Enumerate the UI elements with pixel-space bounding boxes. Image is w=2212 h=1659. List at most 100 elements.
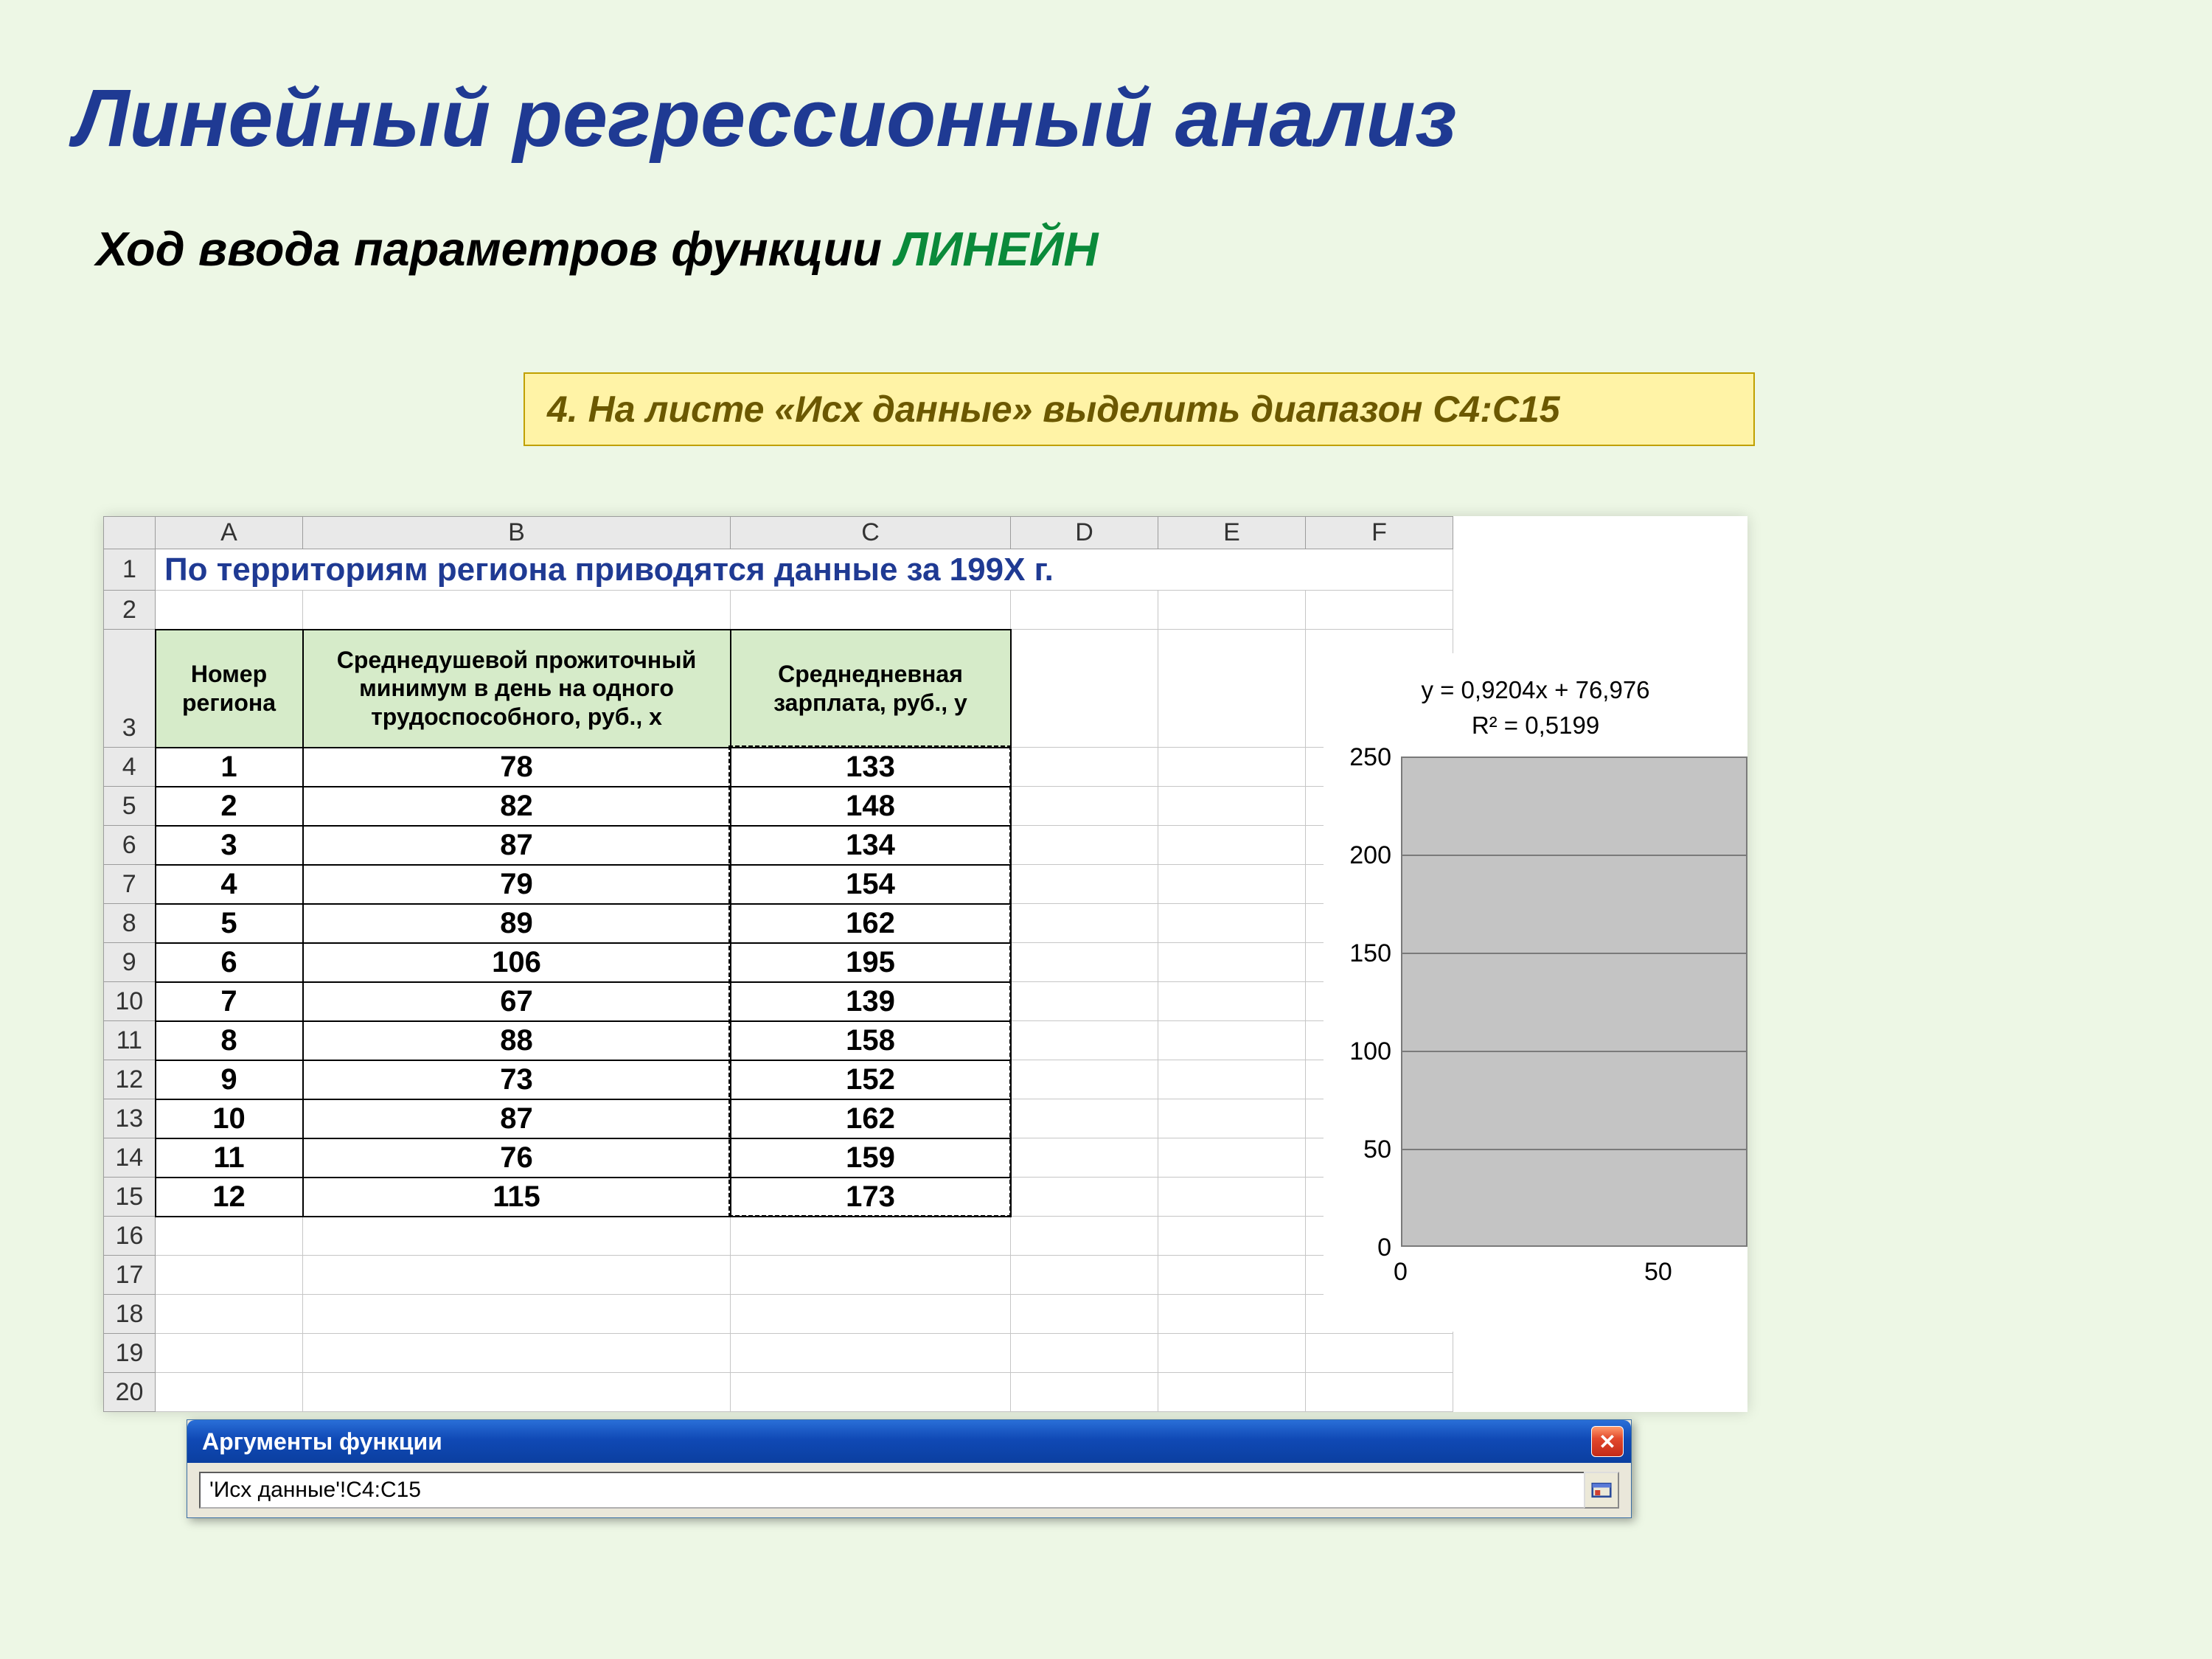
cell-empty-17-0[interactable] <box>156 1256 303 1295</box>
cell-B14[interactable]: 76 <box>303 1138 731 1178</box>
cell-E11[interactable] <box>1158 1021 1306 1060</box>
range-input[interactable]: 'Исх данные'!C4:C15 <box>199 1472 1585 1509</box>
cell-B10[interactable]: 67 <box>303 982 731 1021</box>
header-daily-wage[interactable]: Среднедневная зарплата, руб., y <box>731 630 1011 748</box>
cell-A11[interactable]: 8 <box>156 1021 303 1060</box>
cell-blank[interactable] <box>1011 630 1158 748</box>
cell-A15[interactable]: 12 <box>156 1178 303 1217</box>
cell-empty-20-2[interactable] <box>731 1373 1011 1412</box>
cell-B8[interactable]: 89 <box>303 904 731 943</box>
row-header-8[interactable]: 8 <box>104 904 156 943</box>
cell-D14[interactable] <box>1011 1138 1158 1178</box>
cell-empty-19-0[interactable] <box>156 1334 303 1373</box>
spreadsheet-grid[interactable]: ABCDEF1По территориям региона приводятся… <box>103 516 1453 1412</box>
cell-empty-20-5[interactable] <box>1306 1373 1453 1412</box>
cell-empty-20-1[interactable] <box>303 1373 731 1412</box>
row-header-5[interactable]: 5 <box>104 787 156 826</box>
cell-empty-20-3[interactable] <box>1011 1373 1158 1412</box>
cell-blank[interactable] <box>1158 591 1306 630</box>
cell-blank[interactable] <box>1011 591 1158 630</box>
row-header-10[interactable]: 10 <box>104 982 156 1021</box>
cell-C14[interactable]: 159 <box>731 1138 1011 1178</box>
cell-empty-16-4[interactable] <box>1158 1217 1306 1256</box>
cell-D13[interactable] <box>1011 1099 1158 1138</box>
cell-E9[interactable] <box>1158 943 1306 982</box>
cell-B7[interactable]: 79 <box>303 865 731 904</box>
cell-D15[interactable] <box>1011 1178 1158 1217</box>
cell-blank[interactable] <box>156 591 303 630</box>
col-header-A[interactable]: A <box>156 517 303 549</box>
cell-blank[interactable] <box>731 591 1011 630</box>
expand-range-button[interactable] <box>1584 1472 1619 1509</box>
cell-empty-17-1[interactable] <box>303 1256 731 1295</box>
cell-empty-20-4[interactable] <box>1158 1373 1306 1412</box>
cell-E6[interactable] <box>1158 826 1306 865</box>
row-header-19[interactable]: 19 <box>104 1334 156 1373</box>
cell-D12[interactable] <box>1011 1060 1158 1099</box>
cell-D7[interactable] <box>1011 865 1158 904</box>
cell-empty-19-3[interactable] <box>1011 1334 1158 1373</box>
sheet-title-cell[interactable]: По территориям региона приводятся данные… <box>156 549 1453 591</box>
cell-C7[interactable]: 154 <box>731 865 1011 904</box>
row-header-7[interactable]: 7 <box>104 865 156 904</box>
col-header-B[interactable]: B <box>303 517 731 549</box>
cell-A5[interactable]: 2 <box>156 787 303 826</box>
row-header-20[interactable]: 20 <box>104 1373 156 1412</box>
row-header-17[interactable]: 17 <box>104 1256 156 1295</box>
cell-D11[interactable] <box>1011 1021 1158 1060</box>
cell-B15[interactable]: 115 <box>303 1178 731 1217</box>
cell-C6[interactable]: 134 <box>731 826 1011 865</box>
cell-B13[interactable]: 87 <box>303 1099 731 1138</box>
cell-C15[interactable]: 173 <box>731 1178 1011 1217</box>
row-header-18[interactable]: 18 <box>104 1295 156 1334</box>
cell-empty-18-1[interactable] <box>303 1295 731 1334</box>
row-header-6[interactable]: 6 <box>104 826 156 865</box>
cell-empty-16-0[interactable] <box>156 1217 303 1256</box>
cell-empty-20-0[interactable] <box>156 1373 303 1412</box>
cell-empty-19-4[interactable] <box>1158 1334 1306 1373</box>
cell-D9[interactable] <box>1011 943 1158 982</box>
close-button[interactable]: ✕ <box>1591 1426 1624 1457</box>
cell-E5[interactable] <box>1158 787 1306 826</box>
cell-empty-19-2[interactable] <box>731 1334 1011 1373</box>
cell-B5[interactable]: 82 <box>303 787 731 826</box>
cell-D10[interactable] <box>1011 982 1158 1021</box>
cell-E7[interactable] <box>1158 865 1306 904</box>
cell-E15[interactable] <box>1158 1178 1306 1217</box>
cell-A4[interactable]: 1 <box>156 748 303 787</box>
row-header-4[interactable]: 4 <box>104 748 156 787</box>
cell-C9[interactable]: 195 <box>731 943 1011 982</box>
row-header-9[interactable]: 9 <box>104 943 156 982</box>
cell-B9[interactable]: 106 <box>303 943 731 982</box>
cell-B4[interactable]: 78 <box>303 748 731 787</box>
cell-blank[interactable] <box>1158 630 1306 748</box>
cell-empty-18-0[interactable] <box>156 1295 303 1334</box>
cell-D8[interactable] <box>1011 904 1158 943</box>
cell-blank[interactable] <box>303 591 731 630</box>
row-header-14[interactable]: 14 <box>104 1138 156 1178</box>
cell-empty-19-1[interactable] <box>303 1334 731 1373</box>
cell-E4[interactable] <box>1158 748 1306 787</box>
cell-C8[interactable]: 162 <box>731 904 1011 943</box>
col-header-D[interactable]: D <box>1011 517 1158 549</box>
cell-empty-17-2[interactable] <box>731 1256 1011 1295</box>
col-header-F[interactable]: F <box>1306 517 1453 549</box>
cell-C4[interactable]: 133 <box>731 748 1011 787</box>
cell-empty-17-4[interactable] <box>1158 1256 1306 1295</box>
cell-E8[interactable] <box>1158 904 1306 943</box>
cell-A8[interactable]: 5 <box>156 904 303 943</box>
col-header-E[interactable]: E <box>1158 517 1306 549</box>
row-header-16[interactable]: 16 <box>104 1217 156 1256</box>
cell-empty-16-2[interactable] <box>731 1217 1011 1256</box>
cell-C5[interactable]: 148 <box>731 787 1011 826</box>
col-header-C[interactable]: C <box>731 517 1011 549</box>
row-header-3[interactable]: 3 <box>104 630 156 748</box>
row-header-15[interactable]: 15 <box>104 1178 156 1217</box>
cell-empty-16-3[interactable] <box>1011 1217 1158 1256</box>
cell-C13[interactable]: 162 <box>731 1099 1011 1138</box>
cell-empty-17-3[interactable] <box>1011 1256 1158 1295</box>
row-header-13[interactable]: 13 <box>104 1099 156 1138</box>
cell-empty-18-4[interactable] <box>1158 1295 1306 1334</box>
cell-E12[interactable] <box>1158 1060 1306 1099</box>
row-header-1[interactable]: 1 <box>104 549 156 591</box>
